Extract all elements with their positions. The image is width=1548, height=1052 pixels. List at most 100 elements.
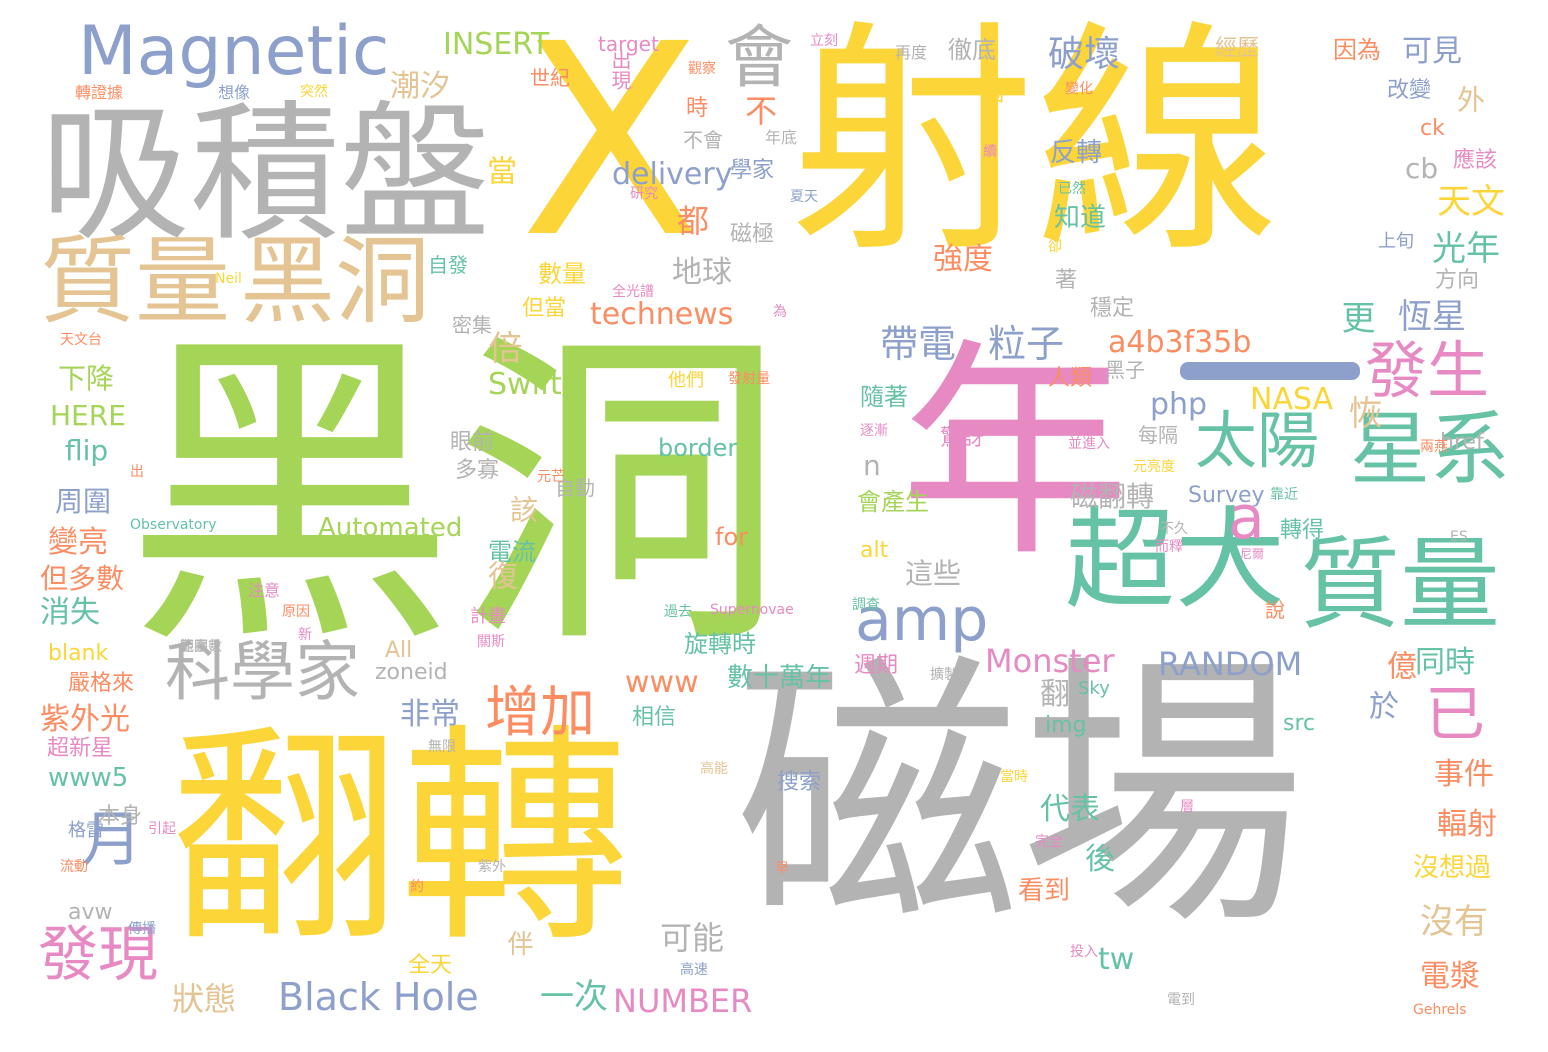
- word-66: HERE: [50, 399, 126, 432]
- word-96: 同時: [1415, 645, 1475, 680]
- word-111: zoneid: [375, 660, 448, 685]
- word-113: img: [1045, 713, 1087, 738]
- word-161: 尼爾: [1240, 547, 1265, 561]
- word-46: 改變: [1387, 78, 1432, 103]
- word-85: 恢: [1342, 395, 1382, 429]
- word-15: 太陽: [1195, 404, 1320, 477]
- word-56: cb: [1405, 152, 1439, 185]
- word-109: 全天: [408, 953, 453, 978]
- word-26: 粒子: [988, 322, 1065, 366]
- word-55: 更: [1335, 300, 1375, 334]
- word-12: Magnetic: [78, 12, 390, 91]
- word-21: 已: [1425, 680, 1485, 750]
- word-107: 狀態: [172, 980, 237, 1018]
- word-168: 靠近: [1270, 487, 1298, 503]
- word-151: 嚴格來: [68, 671, 135, 696]
- word-33: a4b3f35b: [1108, 325, 1252, 360]
- word-60: 強度: [933, 242, 993, 277]
- word-25: 帶電: [880, 322, 957, 366]
- word-37: 破壞: [1048, 34, 1121, 75]
- word-39: 潮汐: [390, 69, 450, 104]
- word-105: 可能: [660, 919, 725, 957]
- word-31: technews: [590, 297, 734, 332]
- word-133: ck: [1420, 116, 1445, 141]
- word-201: 層: [1180, 799, 1194, 815]
- word-30: NUMBER: [613, 982, 753, 1020]
- word-146: Supernovae: [710, 602, 794, 618]
- word-182: 電到: [1167, 992, 1195, 1008]
- word-80: for: [715, 523, 748, 551]
- word-170: 原因: [282, 604, 310, 620]
- word-89: 電流: [488, 538, 536, 566]
- word-97: 代表: [1040, 792, 1100, 827]
- word-68: 周圍: [55, 485, 112, 518]
- word-1: 磁場: [735, 631, 1305, 963]
- word-18: 發現: [38, 920, 158, 990]
- word-179: 投入: [1070, 944, 1098, 960]
- word-183: 紫外: [478, 859, 506, 875]
- word-17: 增加: [485, 680, 596, 744]
- word-153: 計畫: [470, 606, 506, 627]
- word-78: Automated: [318, 513, 463, 543]
- word-41: target: [598, 32, 659, 56]
- word-122: 黑子: [1105, 358, 1145, 382]
- word-83: 轉得: [1280, 518, 1325, 543]
- word-110: tw: [1098, 942, 1135, 977]
- word-76: 本身: [98, 804, 143, 829]
- word-154: 過去: [664, 604, 692, 620]
- word-36: php: [1150, 387, 1208, 422]
- word-90: 復: [482, 560, 517, 590]
- word-20: amp: [855, 585, 989, 655]
- word-40: 世紀: [530, 66, 570, 90]
- word-77: avw: [68, 900, 113, 925]
- word-19: 月: [82, 805, 142, 875]
- word-163: 關斯: [477, 634, 505, 650]
- word-70: 但多數: [40, 562, 125, 595]
- word-166: 而釋: [1155, 539, 1183, 555]
- word-22: a: [1228, 483, 1265, 553]
- word-165: ES: [1450, 529, 1468, 545]
- word-54: 恆星: [1398, 297, 1466, 337]
- word-156: 發射量: [728, 371, 770, 387]
- word-164: 說: [1265, 598, 1285, 622]
- word-47: 外: [1453, 85, 1486, 113]
- word-175: 格雷: [68, 820, 104, 841]
- word-142: 研究: [630, 186, 658, 202]
- word-167: 不久: [1160, 521, 1188, 537]
- word-148: 天文台: [60, 332, 102, 348]
- word-137: 轉證據: [75, 83, 124, 102]
- word-141: 不會: [683, 128, 723, 152]
- word-59: 知道: [1054, 203, 1107, 233]
- word-127: 眼前: [450, 430, 495, 455]
- word-200: 續: [983, 144, 997, 160]
- word-52: 天文: [1437, 182, 1505, 222]
- word-129: 穩定: [1090, 296, 1135, 321]
- word-155: 他們: [668, 370, 704, 391]
- word-0: 黑洞: [125, 303, 785, 687]
- word-72: blank: [48, 641, 109, 666]
- word-27: INSERT: [443, 27, 550, 62]
- word-115: 搜索: [777, 770, 822, 795]
- word-6: 吸積盤: [40, 88, 491, 262]
- word-131: 上旬: [1378, 231, 1414, 252]
- word-58: 反轉: [1050, 138, 1103, 168]
- word-101: 輻射: [1437, 807, 1497, 842]
- word-199: 出現: [608, 50, 632, 90]
- word-147: Gehrels: [1413, 1002, 1467, 1018]
- word-194: 為: [773, 304, 787, 320]
- word-100: 事件: [1434, 757, 1494, 792]
- word-8: 黑洞: [240, 227, 431, 337]
- word-53: 光年: [1432, 229, 1500, 269]
- word-61: 學家: [730, 158, 775, 183]
- word-102: 沒想過: [1413, 853, 1492, 883]
- word-84: 磁翻轉: [1070, 480, 1155, 513]
- word-135: 密集: [452, 313, 492, 337]
- word-28: Monster: [985, 642, 1115, 680]
- word-87: n: [863, 449, 881, 482]
- word-157: 驚訝: [940, 426, 985, 451]
- word-49: 當: [481, 155, 516, 185]
- word-174: 引起: [148, 821, 176, 837]
- word-86: 這些: [905, 557, 962, 590]
- word-32: delivery: [612, 157, 733, 192]
- word-138: 想像: [218, 83, 251, 102]
